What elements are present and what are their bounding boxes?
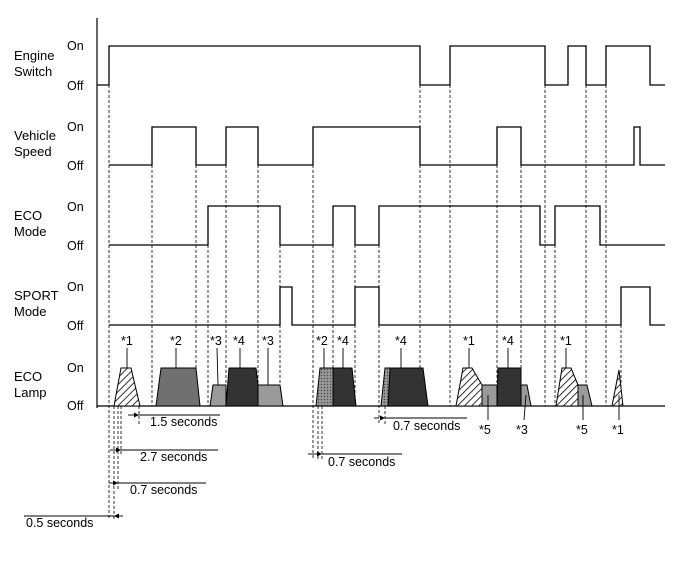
annotation-star4-d: *4 (502, 334, 514, 348)
eco-off-label: Off (67, 239, 84, 253)
bottom-annotation-leaders (487, 394, 620, 421)
engine-on-label: On (67, 39, 84, 53)
timing-0-7-seconds-c: 0.7 seconds (393, 419, 460, 433)
lamp-pulse-3b-light (257, 384, 284, 407)
vehicle-speed-waveform (109, 126, 665, 166)
top-annotation-leaders (126, 347, 567, 386)
eco-lamp-label-1: ECO (14, 369, 42, 384)
lamp-pulse-1-hatched (113, 367, 141, 407)
lamp-pulse-4c-dark (387, 367, 429, 407)
lamp-pulse-5-light (481, 384, 498, 407)
lamp-pulse-1c-hatched (555, 367, 579, 407)
engine-switch-waveform (97, 45, 665, 86)
engine-switch-label-2: Switch (14, 64, 52, 79)
annotation-star3-a: *3 (210, 334, 222, 348)
annotation-star3-c: *3 (516, 423, 528, 437)
vehicle-speed-label-2: Speed (14, 144, 52, 159)
timing-arrowheads (113, 412, 385, 519)
annotation-star1-c: *1 (560, 334, 572, 348)
sport-mode-label-2: Mode (14, 304, 47, 319)
eco-on-label: On (67, 200, 84, 214)
eco-mode-waveform (109, 205, 665, 246)
sport-on-label: On (67, 280, 84, 294)
lamp-pulse-1b-hatched (455, 367, 483, 407)
timing-0-7-seconds-b: 0.7 seconds (328, 455, 395, 469)
annotation-star3-b: *3 (262, 334, 274, 348)
lamp-pulse-5b-light (577, 384, 593, 407)
annotation-star5-a: *5 (479, 423, 491, 437)
annotation-star1-a: *1 (121, 334, 133, 348)
guide-lines (108, 85, 622, 520)
lamp-pulse-2b-dotted (315, 367, 334, 407)
vehicle-speed-label-1: Vehicle (14, 128, 56, 143)
lamp-pulse-4-dark (225, 367, 259, 407)
lamp-on-label: On (67, 361, 84, 375)
lamp-pulse-4b-dark (332, 367, 357, 407)
annotation-star2-b: *2 (316, 334, 328, 348)
annotation-star4-a: *4 (233, 334, 245, 348)
timing-0-7-seconds-a: 0.7 seconds (130, 483, 197, 497)
engine-off-label: Off (67, 79, 84, 93)
speed-on-label: On (67, 120, 84, 134)
annotation-star1-d: *1 (612, 423, 624, 437)
sport-mode-label-1: SPORT (14, 288, 59, 303)
eco-lamp-label-2: Lamp (14, 385, 47, 400)
annotation-star1-b: *1 (463, 334, 475, 348)
lamp-pulse-2-medium (155, 367, 201, 407)
annotation-star5-b: *5 (576, 423, 588, 437)
timing-0-5-seconds: 0.5 seconds (26, 516, 93, 530)
annotation-star4-c: *4 (395, 334, 407, 348)
sport-off-label: Off (67, 319, 84, 333)
annotation-star4-b: *4 (337, 334, 349, 348)
eco-mode-label-2: Mode (14, 224, 47, 239)
timing-2-7-seconds: 2.7 seconds (140, 450, 207, 464)
lamp-off-label: Off (67, 399, 84, 413)
lamp-pulse-3-light (209, 384, 227, 407)
annotation-star2-a: *2 (170, 334, 182, 348)
lamp-pulse-4d-dark (496, 367, 522, 407)
lamp-pulse-1d-spike (611, 369, 624, 407)
sport-mode-waveform (109, 286, 665, 326)
eco-mode-label-1: ECO (14, 208, 42, 223)
engine-switch-label-1: Engine (14, 48, 54, 63)
timing-1-5-seconds: 1.5 seconds (150, 415, 217, 429)
speed-off-label: Off (67, 159, 84, 173)
eco-lamp-pulses (113, 367, 624, 407)
